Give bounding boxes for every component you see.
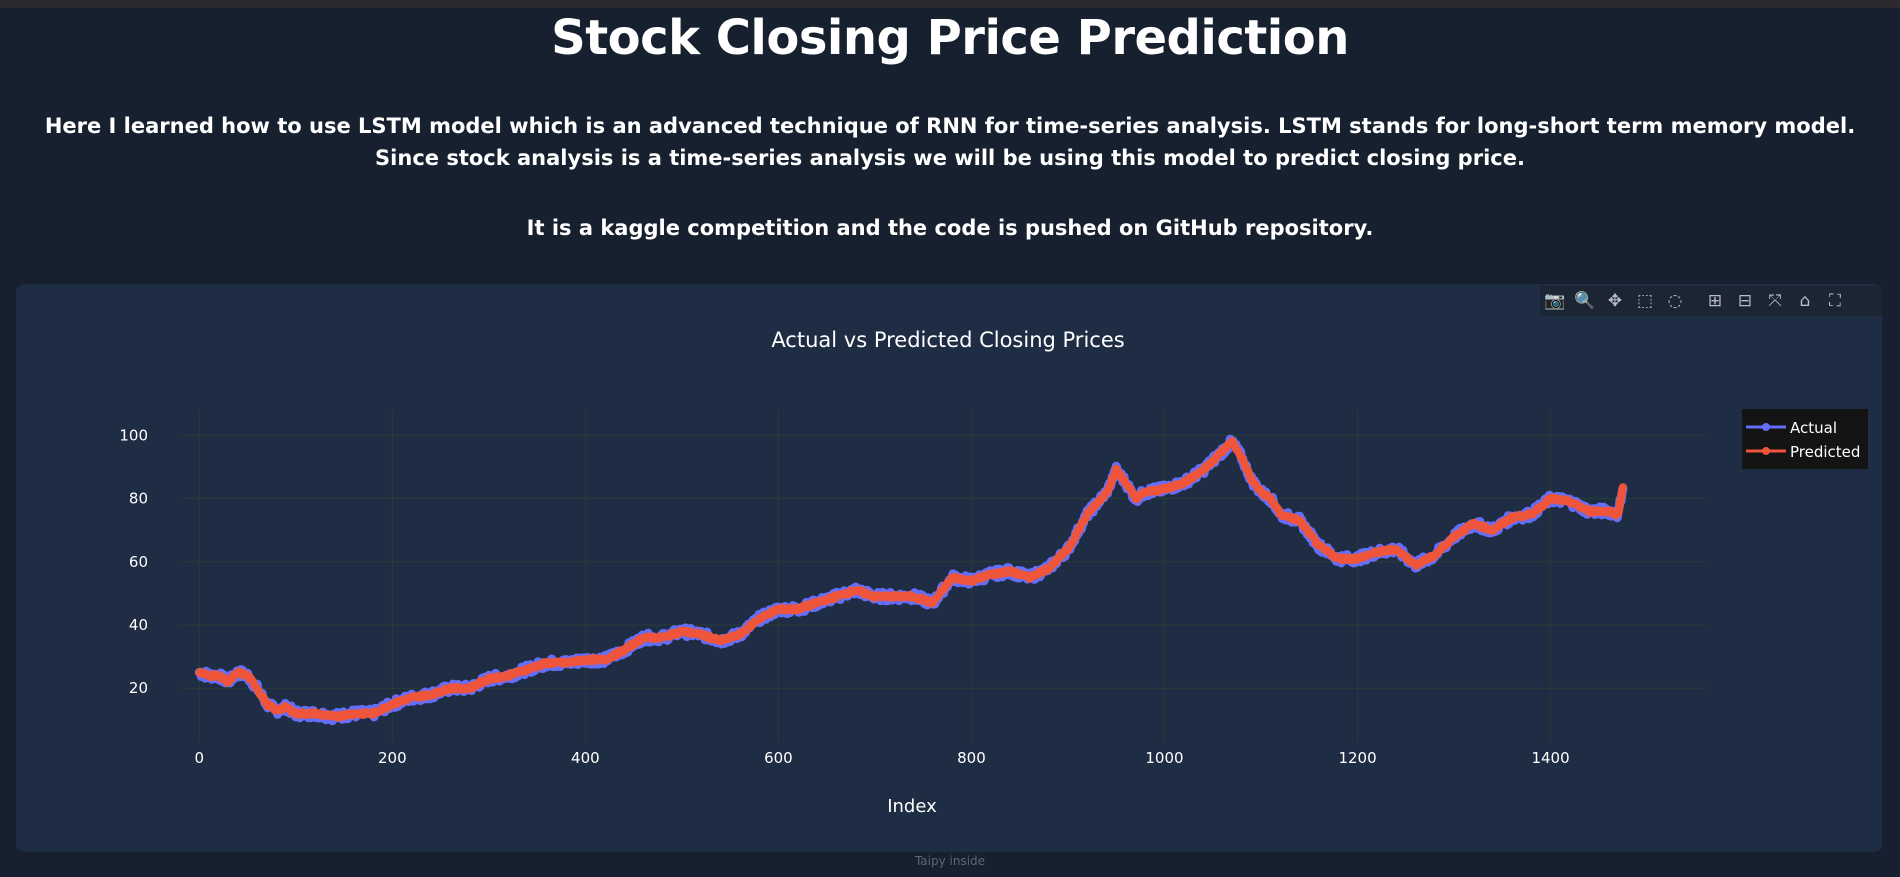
y-tick-label: 20 <box>129 679 148 697</box>
box-select-icon[interactable]: ⬚ <box>1630 286 1660 316</box>
x-tick-label: 600 <box>764 749 793 767</box>
legend-label-actual: Actual <box>1790 419 1837 437</box>
x-tick-label: 1200 <box>1338 749 1376 767</box>
series-line-actual[interactable] <box>199 439 1623 721</box>
pan-icon[interactable]: ✥ <box>1600 286 1630 316</box>
y-tick-label: 80 <box>129 490 148 508</box>
x-tick-label: 200 <box>378 749 407 767</box>
fullscreen-icon[interactable]: ⛶ <box>1820 286 1850 316</box>
zoom-icon[interactable]: 🔍 <box>1570 286 1600 316</box>
lasso-select-icon[interactable]: ◌ <box>1660 286 1690 316</box>
zoom-out-icon[interactable]: ⊟ <box>1730 286 1760 316</box>
y-tick-label: 40 <box>129 616 148 634</box>
x-tick-label: 800 <box>957 749 986 767</box>
camera-icon[interactable]: 📷 <box>1540 286 1570 316</box>
legend[interactable]: Actual Predicted <box>1742 409 1868 469</box>
footer-note: Taipy inside <box>0 854 1900 868</box>
x-tick-label: 0 <box>195 749 205 767</box>
x-tick-label: 1000 <box>1145 749 1183 767</box>
series-layer <box>199 439 1623 721</box>
chart-title: Actual vs Predicted Closing Prices <box>771 328 1124 352</box>
x-tick-label: 400 <box>571 749 600 767</box>
y-tick-label: 100 <box>119 426 148 444</box>
x-tick-label: 1400 <box>1531 749 1569 767</box>
legend-marker-predicted <box>1762 447 1770 455</box>
x-axis-label: Index <box>887 796 937 817</box>
reset-axes-icon[interactable]: ⌂ <box>1790 286 1820 316</box>
autoscale-icon[interactable]: ⤧ <box>1760 286 1790 316</box>
legend-label-predicted: Predicted <box>1790 443 1860 461</box>
zoom-in-icon[interactable]: ⊞ <box>1700 286 1730 316</box>
chart-modebar: 📷 🔍 ✥ ⬚ ◌ ⊞ ⊟ ⤧ ⌂ ⛶ <box>1540 286 1882 316</box>
legend-marker-actual <box>1762 423 1770 431</box>
y-tick-label: 60 <box>129 553 148 571</box>
series-line-predicted[interactable] <box>199 441 1623 718</box>
